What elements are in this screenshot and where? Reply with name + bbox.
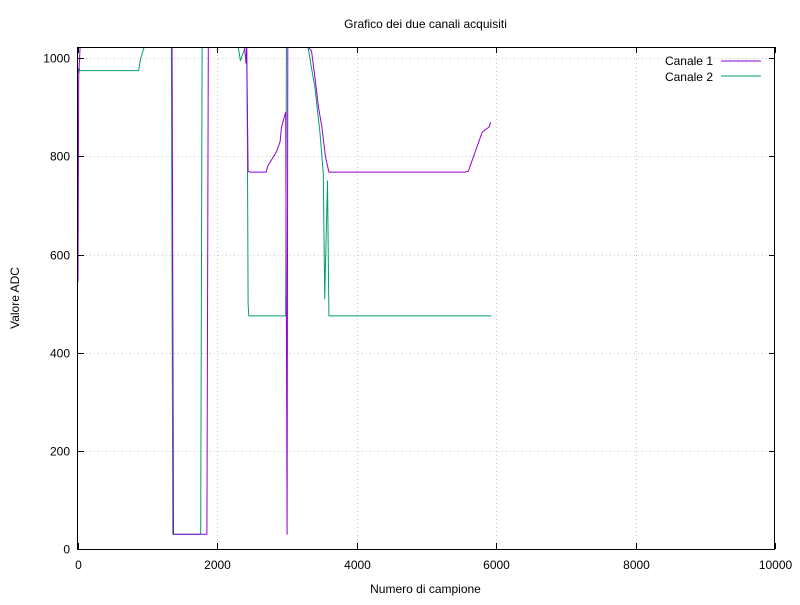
legend-label-canale-2: Canale 2 [665, 70, 713, 84]
legend: Canale 1 Canale 2 [665, 54, 761, 84]
x-tick-label: 0 [75, 558, 82, 572]
x-tick-label: 4000 [344, 558, 371, 572]
x-axis-label: Numero di campione [370, 582, 481, 596]
series-line-canale-2 [78, 47, 492, 535]
x-tick-label: 2000 [204, 558, 231, 572]
x-tick-label: 6000 [483, 558, 510, 572]
grid [78, 47, 775, 549]
y-tick-label: 600 [50, 249, 70, 263]
y-tick-label: 0 [63, 543, 70, 557]
y-tick-label: 800 [50, 150, 70, 164]
series-line-canale-1 [78, 47, 492, 535]
y-tick-label: 1000 [43, 52, 70, 66]
plot-frame [77, 47, 775, 550]
y-tick-label: 400 [50, 347, 70, 361]
legend-label-canale-1: Canale 1 [665, 54, 713, 68]
series-layer [78, 47, 492, 535]
y-axis-label: Valore ADC [8, 267, 22, 329]
axis-ticks: 0 2000 4000 6000 8000 10000 0 200 400 600 800 1000 [43, 47, 793, 572]
chart-title: Grafico dei due canali acquisiti [344, 17, 507, 31]
x-tick-label: 10000 [759, 558, 793, 572]
y-tick-label: 200 [50, 445, 70, 459]
x-tick-label: 8000 [623, 558, 650, 572]
